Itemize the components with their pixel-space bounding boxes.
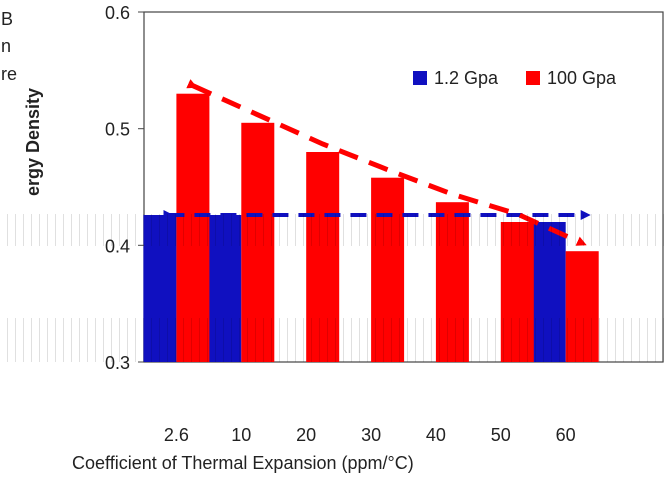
bar-100-gpa-2 xyxy=(306,152,340,362)
y-tick-label-3: 0.6 xyxy=(105,3,130,23)
x-tick-label-5: 50 xyxy=(491,425,511,445)
x-tick-label-1: 10 xyxy=(231,425,251,445)
fragment-text-group: B n re xyxy=(1,9,17,84)
legend-label-1-2-gpa: 1.2 Gpa xyxy=(434,68,499,88)
x-tick-label-3: 30 xyxy=(361,425,381,445)
fragment-line-1: B xyxy=(1,9,13,29)
y-tick-label-1: 0.4 xyxy=(105,236,130,256)
bar-100-gpa-6 xyxy=(565,251,599,362)
legend-swatch-1-2-gpa xyxy=(413,71,427,85)
bar-100-gpa-1 xyxy=(241,122,275,362)
y-tick-label-0: 0.3 xyxy=(105,353,130,373)
bar-100-gpa-4 xyxy=(435,202,469,362)
trend-line-100-gpa xyxy=(186,79,587,246)
bar-100-gpa-3 xyxy=(371,177,405,362)
trend-layer xyxy=(163,79,591,246)
x-tick-label-2: 20 xyxy=(296,425,316,445)
bar-1-2-gpa-1 xyxy=(208,215,242,362)
bar-1-2-gpa-0 xyxy=(143,215,177,362)
y-tick-label-2: 0.5 xyxy=(105,120,130,140)
fragment-line-2: n xyxy=(1,36,11,56)
axis-layer: 0.3 0.4 0.5 0.6 2.6 10 20 30 40 50 60 xyxy=(105,3,576,445)
x-tick-label-4: 40 xyxy=(426,425,446,445)
bar-100-gpa-5 xyxy=(500,222,534,362)
y-axis-label: ergy Density xyxy=(23,88,43,196)
bar-1-2-gpa-6 xyxy=(532,222,566,362)
legend-label-100-gpa: 100 Gpa xyxy=(547,68,617,88)
legend-swatch-100-gpa xyxy=(526,71,540,85)
fragment-line-3: re xyxy=(1,64,17,84)
x-axis-label: Coefficient of Thermal Expansion (ppm/°C… xyxy=(72,453,414,473)
x-tick-label-0: 2.6 xyxy=(164,425,189,445)
x-tick-label-6: 60 xyxy=(556,425,576,445)
bar-100-gpa-0 xyxy=(176,93,210,362)
legend: 1.2 Gpa 100 Gpa xyxy=(413,68,617,88)
